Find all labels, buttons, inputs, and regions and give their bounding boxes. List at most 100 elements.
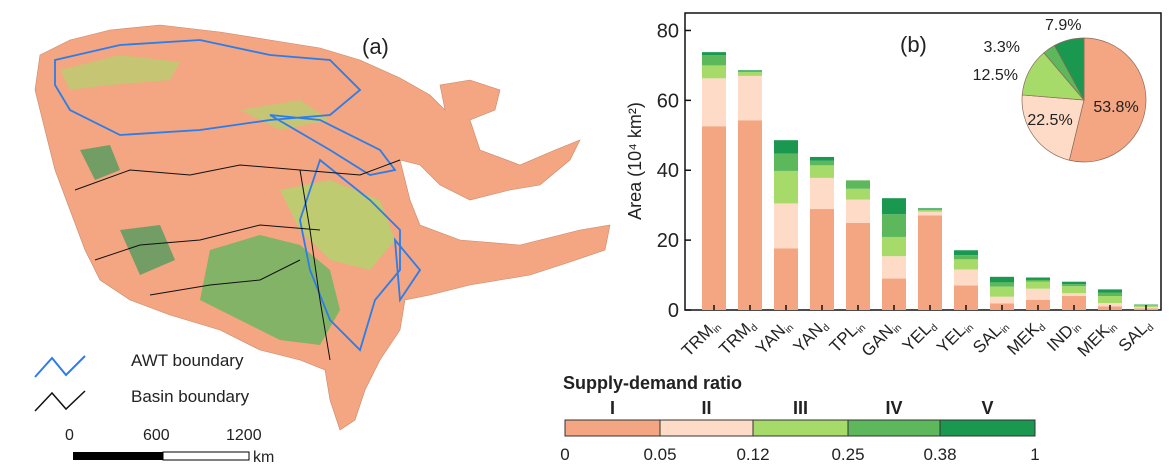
- bar-SAL-in-II: [990, 296, 1014, 304]
- bar-IND-in-II: [1062, 293, 1086, 297]
- x-tick-label: TRMin: [678, 315, 724, 361]
- pie-slice-II: [1021, 94, 1085, 161]
- pie-label-III: 12.5%: [973, 67, 1018, 84]
- colorbar-segment-I: [564, 419, 661, 437]
- colorbar-segment-IV: [847, 419, 941, 437]
- bar-YEL-in-IV: [954, 255, 978, 260]
- bar-IND-in-V: [1062, 281, 1086, 285]
- bar-YEL-d-II: [918, 211, 942, 216]
- bar-YAN-in-II: [774, 203, 798, 249]
- bar-GAN-in-III: [882, 236, 906, 257]
- colorbar-class-V: V: [981, 398, 993, 418]
- bar-TRM-d-I: [738, 120, 762, 310]
- x-tick-label: GANin: [858, 315, 904, 361]
- bar-YAN-d-II: [810, 177, 834, 210]
- bar-YEL-d-V: [918, 208, 942, 210]
- bar-TPL-in-III: [846, 188, 870, 200]
- scale-bar-white: [162, 451, 250, 461]
- scale-unit: km: [253, 449, 274, 466]
- bar-TRM-d-IV: [738, 71, 762, 73]
- x-tick-label: SALd: [1115, 315, 1157, 357]
- bar-GAN-in-IV: [882, 214, 906, 237]
- bar-YEL-in-III: [954, 259, 978, 270]
- bar-MEK-d-I: [1026, 299, 1050, 310]
- panel-label-a: (a): [362, 34, 389, 59]
- colorbar-tick: 0.38: [923, 445, 956, 464]
- bar-SAL-in-III: [990, 286, 1014, 297]
- bar-TRM-in-III: [702, 65, 726, 79]
- bar-YEL-d-I: [918, 215, 942, 310]
- bar-MEK-in-IV: [1098, 292, 1122, 297]
- bar-MEK-d-IV: [1026, 279, 1050, 282]
- bar-YAN-d-III: [810, 165, 834, 178]
- colorbar-tick: 0: [560, 445, 569, 464]
- bar-chart: 0 20 40 60 80 Area (10⁴ km²) (b) TRMinTRMdYANin…: [625, 12, 1162, 361]
- pie-label-IV: 3.3%: [984, 39, 1020, 56]
- x-tick-label: YANd: [790, 315, 833, 358]
- bar-IND-in-IV: [1062, 284, 1086, 287]
- colorbar-title: Supply-demand ratio: [563, 373, 742, 393]
- bar-MEK-d-II: [1026, 288, 1050, 300]
- bar-MEK-in-II: [1098, 303, 1122, 307]
- pie-label-I: 53.8%: [1093, 99, 1138, 116]
- colorbar-class-I: I: [610, 398, 615, 418]
- awt-boundary-line: [54, 39, 422, 352]
- basin-legend-icon: [34, 390, 86, 412]
- scale-bar-black: [73, 452, 163, 460]
- bar-TRM-d-III: [738, 72, 762, 76]
- bar-GAN-in-II: [882, 256, 906, 279]
- y-tick-label: 20: [657, 230, 679, 252]
- colorbar-tick: 0.12: [736, 445, 769, 464]
- bar-IND-in-III: [1062, 286, 1086, 294]
- bar-YEL-in-II: [954, 269, 978, 286]
- x-tick-label: TRMd: [715, 315, 760, 360]
- colorbar-class-IV: IV: [885, 398, 902, 418]
- x-tick-label: YANin: [752, 315, 796, 359]
- y-tick-label: 40: [657, 160, 679, 182]
- colorbar-segment-V: [939, 419, 1036, 437]
- x-tick-label: SALin: [969, 315, 1012, 358]
- bar-GAN-in-V: [882, 198, 906, 215]
- pie-label-V: 7.9%: [1045, 17, 1081, 34]
- colorbar-class-II: II: [701, 398, 711, 418]
- awt-legend-icon: [34, 355, 86, 378]
- bar-YAN-d-I: [810, 209, 834, 310]
- vegetation-patch: [280, 180, 395, 270]
- y-tick-label: 60: [657, 90, 679, 112]
- legend-awt-label: AWT boundary: [131, 351, 244, 370]
- bar-MEK-in-III: [1098, 296, 1122, 304]
- bar-YAN-in-I: [774, 248, 798, 310]
- bar-YEL-in-V: [954, 250, 978, 256]
- basin-boundary-line: [74, 159, 401, 361]
- colorbar-segment-III: [752, 419, 849, 437]
- bar-YAN-in-V: [774, 140, 798, 154]
- map-panel: (a) AWT boundary Basin boundary 0 600 12…: [34, 24, 611, 466]
- scale-tick-1200: 1200: [226, 427, 262, 444]
- bar-IND-in-I: [1062, 296, 1086, 310]
- pie-slice-I: [1068, 37, 1147, 163]
- bar-MEK-in-V: [1098, 289, 1122, 293]
- scale-tick-600: 600: [143, 427, 170, 444]
- x-tick-label: YELd: [899, 315, 941, 357]
- bar-GAN-in-I: [882, 278, 906, 310]
- vegetation-patch: [60, 55, 330, 130]
- bar-YEL-d-IV: [918, 209, 942, 211]
- colorbar-tick: 0.05: [643, 445, 676, 464]
- colorbar-tick: 1: [1030, 445, 1039, 464]
- bar-YEL-d-III: [918, 210, 942, 212]
- x-tick-label: MEKd: [1003, 315, 1048, 360]
- bar-MEK-d-V: [1026, 277, 1050, 280]
- bar-TPL-in-I: [846, 222, 870, 310]
- y-tick-label: 0: [668, 300, 679, 322]
- bar-SAL-in-V: [990, 276, 1014, 283]
- vegetation-patch: [80, 145, 175, 275]
- bar-TRM-in-II: [702, 78, 726, 127]
- scale-tick-0: 0: [65, 427, 74, 444]
- bar-YAN-in-IV: [774, 153, 798, 171]
- colorbar-tick: 0.25: [831, 445, 864, 464]
- panel-label-b: (b): [900, 32, 927, 57]
- bar-TRM-in-I: [702, 126, 726, 310]
- colorbar-segment-II: [659, 419, 754, 437]
- bar-TRM-d-II: [738, 75, 762, 121]
